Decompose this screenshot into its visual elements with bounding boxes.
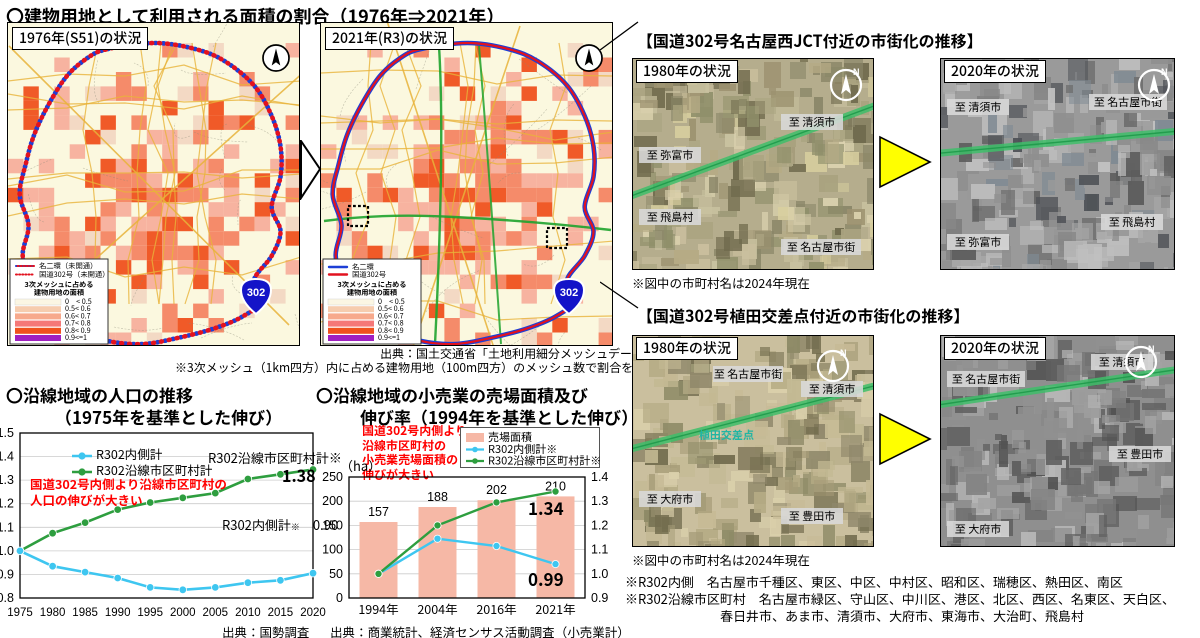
svg-text:0.9: 0.9 — [0, 567, 14, 581]
svg-text:N: N — [1148, 344, 1155, 354]
svg-text:至 清須市: 至 清須市 — [789, 114, 835, 130]
svg-text:至 名古屋市街: 至 名古屋市街 — [1094, 94, 1162, 110]
svg-text:2004年: 2004年 — [417, 599, 458, 618]
svg-text:1985: 1985 — [72, 607, 98, 619]
svg-text:植田交差点: 植田交差点 — [699, 427, 754, 443]
svg-text:1990: 1990 — [105, 607, 131, 619]
svg-text:1.0: 1.0 — [0, 544, 14, 558]
svg-text:2000: 2000 — [170, 607, 196, 619]
svg-text:国道302号: 国道302号 — [352, 270, 386, 280]
svg-text:1.3: 1.3 — [0, 473, 14, 487]
svg-text:1.4: 1.4 — [591, 470, 608, 484]
svg-text:1.1: 1.1 — [591, 543, 608, 557]
svg-text:150: 150 — [322, 518, 343, 532]
svg-text:N: N — [840, 348, 847, 358]
svg-text:2021年: 2021年 — [535, 599, 576, 618]
svg-text:1.2: 1.2 — [591, 518, 608, 532]
svg-text:至 弥富市: 至 弥富市 — [955, 234, 1001, 250]
svg-text:至 豊田市: 至 豊田市 — [1117, 446, 1163, 462]
svg-text:2010: 2010 — [235, 607, 261, 619]
svg-text:1994年: 1994年 — [358, 599, 399, 618]
svg-text:302: 302 — [247, 287, 265, 299]
svg-text:1.4: 1.4 — [0, 450, 14, 464]
svg-text:302: 302 — [560, 287, 578, 299]
svg-text:至 大府市: 至 大府市 — [955, 521, 1001, 537]
svg-text:50: 50 — [329, 567, 343, 581]
svg-text:至 飛島村: 至 飛島村 — [1109, 214, 1155, 230]
svg-text:至 大府市: 至 大府市 — [647, 491, 693, 507]
svg-text:2015: 2015 — [268, 607, 294, 619]
svg-text:1.2: 1.2 — [0, 497, 14, 511]
svg-text:1995: 1995 — [137, 607, 163, 619]
svg-text:2005: 2005 — [203, 607, 229, 619]
svg-text:200: 200 — [322, 494, 343, 508]
svg-text:2016年: 2016年 — [476, 599, 517, 618]
svg-text:至 弥富市: 至 弥富市 — [647, 147, 693, 163]
svg-text:1.0: 1.0 — [591, 567, 608, 581]
svg-text:1.5: 1.5 — [0, 426, 14, 440]
svg-text:1.3: 1.3 — [591, 494, 608, 508]
svg-text:1.1: 1.1 — [0, 520, 14, 534]
svg-text:至 名古屋市街: 至 名古屋市街 — [714, 366, 782, 382]
svg-text:N: N — [1161, 67, 1168, 77]
svg-text:157: 157 — [368, 505, 389, 519]
svg-text:202: 202 — [486, 483, 507, 497]
svg-text:0.9<=1: 0.9<=1 — [378, 333, 400, 343]
svg-text:100: 100 — [322, 543, 343, 557]
svg-text:0.9<=1: 0.9<=1 — [65, 333, 87, 343]
svg-text:0: 0 — [336, 591, 343, 605]
svg-text:N: N — [853, 67, 860, 77]
svg-text:国道302号（未開通）: 国道302号（未開通） — [39, 270, 110, 280]
svg-text:0.8: 0.8 — [0, 591, 14, 605]
svg-text:0.9: 0.9 — [591, 591, 608, 605]
svg-text:至 飛島村: 至 飛島村 — [647, 209, 693, 225]
svg-text:至 名古屋市街: 至 名古屋市街 — [952, 371, 1020, 387]
svg-text:至 清須市: 至 清須市 — [955, 99, 1001, 115]
svg-text:1975: 1975 — [7, 607, 33, 619]
svg-text:250: 250 — [322, 470, 343, 484]
svg-text:至 清須市: 至 清須市 — [809, 381, 855, 397]
svg-text:至 名古屋市街: 至 名古屋市街 — [787, 239, 855, 255]
svg-text:至 豊田市: 至 豊田市 — [789, 508, 835, 524]
svg-text:1980: 1980 — [40, 607, 66, 619]
svg-text:R302沿線市区町村計※: R302沿線市区町村計※ — [488, 453, 600, 469]
svg-text:188: 188 — [427, 490, 448, 504]
